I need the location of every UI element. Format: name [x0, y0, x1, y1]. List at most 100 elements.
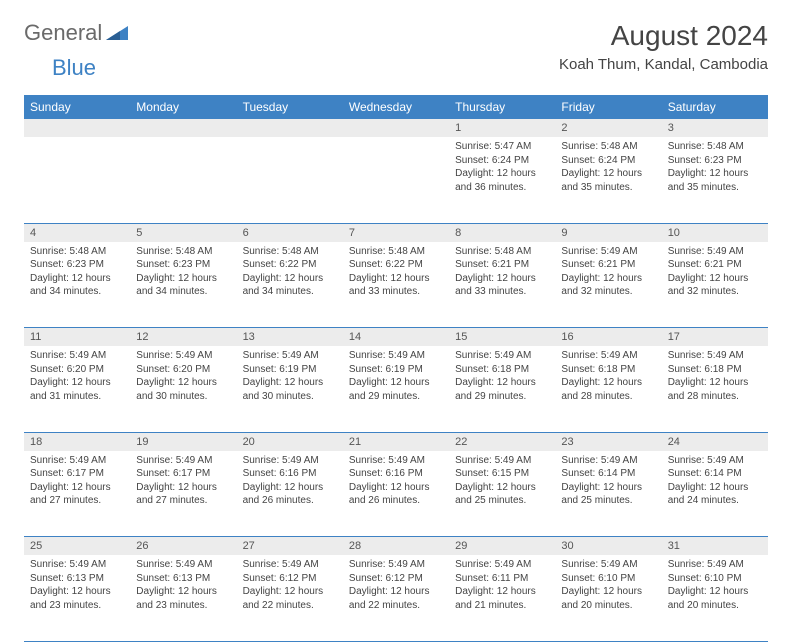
day-details: Sunrise: 5:49 AMSunset: 6:10 PMDaylight:…: [555, 555, 661, 618]
day-cell: Sunrise: 5:49 AMSunset: 6:19 PMDaylight:…: [343, 346, 449, 432]
daynum-cell: 3: [662, 119, 768, 137]
day-cell: Sunrise: 5:49 AMSunset: 6:10 PMDaylight:…: [555, 555, 661, 641]
day-cell: Sunrise: 5:48 AMSunset: 6:22 PMDaylight:…: [343, 242, 449, 328]
daynum-cell: 17: [662, 328, 768, 347]
day-details: Sunrise: 5:49 AMSunset: 6:12 PMDaylight:…: [343, 555, 449, 618]
day-number: 16: [555, 328, 661, 346]
day-cell: Sunrise: 5:49 AMSunset: 6:21 PMDaylight:…: [662, 242, 768, 328]
day-details: Sunrise: 5:49 AMSunset: 6:21 PMDaylight:…: [662, 242, 768, 305]
col-friday: Friday: [555, 95, 661, 119]
col-wednesday: Wednesday: [343, 95, 449, 119]
day-details: Sunrise: 5:49 AMSunset: 6:13 PMDaylight:…: [130, 555, 236, 618]
day-cell: Sunrise: 5:49 AMSunset: 6:16 PMDaylight:…: [343, 451, 449, 537]
daynum-cell: 11: [24, 328, 130, 347]
daynum-cell: [130, 119, 236, 137]
day-number: 9: [555, 224, 661, 242]
day-cell: Sunrise: 5:49 AMSunset: 6:14 PMDaylight:…: [662, 451, 768, 537]
content-row: Sunrise: 5:49 AMSunset: 6:13 PMDaylight:…: [24, 555, 768, 641]
logo-triangle-icon: [106, 22, 128, 45]
day-details: Sunrise: 5:49 AMSunset: 6:20 PMDaylight:…: [130, 346, 236, 409]
logo-text-blue: Blue: [52, 55, 96, 80]
daynum-cell: 14: [343, 328, 449, 347]
day-details: Sunrise: 5:48 AMSunset: 6:24 PMDaylight:…: [555, 137, 661, 200]
daynum-row: 18192021222324: [24, 432, 768, 451]
day-details: Sunrise: 5:49 AMSunset: 6:17 PMDaylight:…: [130, 451, 236, 514]
day-number: 21: [343, 433, 449, 451]
weekday-header-row: Sunday Monday Tuesday Wednesday Thursday…: [24, 95, 768, 119]
day-cell: Sunrise: 5:49 AMSunset: 6:13 PMDaylight:…: [130, 555, 236, 641]
day-cell: Sunrise: 5:49 AMSunset: 6:18 PMDaylight:…: [449, 346, 555, 432]
day-number: 30: [555, 537, 661, 555]
daynum-cell: 9: [555, 223, 661, 242]
day-details: Sunrise: 5:49 AMSunset: 6:19 PMDaylight:…: [343, 346, 449, 409]
day-cell: Sunrise: 5:48 AMSunset: 6:23 PMDaylight:…: [24, 242, 130, 328]
logo: General: [24, 20, 132, 46]
daynum-cell: 21: [343, 432, 449, 451]
daynum-cell: 26: [130, 537, 236, 556]
day-number: 11: [24, 328, 130, 346]
day-cell: [24, 137, 130, 223]
day-number: 17: [662, 328, 768, 346]
day-details: Sunrise: 5:48 AMSunset: 6:22 PMDaylight:…: [237, 242, 343, 305]
daynum-cell: 22: [449, 432, 555, 451]
daynum-row: 45678910: [24, 223, 768, 242]
day-cell: Sunrise: 5:48 AMSunset: 6:23 PMDaylight:…: [130, 242, 236, 328]
daynum-cell: 28: [343, 537, 449, 556]
day-number: 5: [130, 224, 236, 242]
day-number: 28: [343, 537, 449, 555]
daynum-cell: 24: [662, 432, 768, 451]
day-cell: [343, 137, 449, 223]
content-row: Sunrise: 5:48 AMSunset: 6:23 PMDaylight:…: [24, 242, 768, 328]
day-details: Sunrise: 5:47 AMSunset: 6:24 PMDaylight:…: [449, 137, 555, 200]
day-details: Sunrise: 5:49 AMSunset: 6:17 PMDaylight:…: [24, 451, 130, 514]
day-details: Sunrise: 5:49 AMSunset: 6:16 PMDaylight:…: [237, 451, 343, 514]
daynum-cell: 13: [237, 328, 343, 347]
day-number: 24: [662, 433, 768, 451]
day-details: Sunrise: 5:49 AMSunset: 6:16 PMDaylight:…: [343, 451, 449, 514]
daynum-cell: 7: [343, 223, 449, 242]
day-number: 1: [449, 119, 555, 137]
day-number: 15: [449, 328, 555, 346]
day-number: 31: [662, 537, 768, 555]
day-cell: Sunrise: 5:49 AMSunset: 6:18 PMDaylight:…: [662, 346, 768, 432]
content-row: Sunrise: 5:49 AMSunset: 6:20 PMDaylight:…: [24, 346, 768, 432]
day-number: 18: [24, 433, 130, 451]
col-tuesday: Tuesday: [237, 95, 343, 119]
content-row: Sunrise: 5:47 AMSunset: 6:24 PMDaylight:…: [24, 137, 768, 223]
day-number: 26: [130, 537, 236, 555]
day-number: [24, 119, 130, 137]
daynum-cell: 20: [237, 432, 343, 451]
day-cell: Sunrise: 5:49 AMSunset: 6:11 PMDaylight:…: [449, 555, 555, 641]
day-cell: Sunrise: 5:49 AMSunset: 6:18 PMDaylight:…: [555, 346, 661, 432]
month-title: August 2024: [559, 20, 768, 52]
daynum-cell: 10: [662, 223, 768, 242]
daynum-cell: 23: [555, 432, 661, 451]
day-number: 13: [237, 328, 343, 346]
day-cell: Sunrise: 5:49 AMSunset: 6:21 PMDaylight:…: [555, 242, 661, 328]
day-number: [343, 119, 449, 137]
daynum-cell: 16: [555, 328, 661, 347]
daynum-cell: [24, 119, 130, 137]
daynum-cell: 30: [555, 537, 661, 556]
day-cell: Sunrise: 5:49 AMSunset: 6:17 PMDaylight:…: [24, 451, 130, 537]
daynum-cell: 12: [130, 328, 236, 347]
day-cell: Sunrise: 5:49 AMSunset: 6:12 PMDaylight:…: [237, 555, 343, 641]
day-details: Sunrise: 5:49 AMSunset: 6:21 PMDaylight:…: [555, 242, 661, 305]
day-number: 2: [555, 119, 661, 137]
day-number: 6: [237, 224, 343, 242]
daynum-cell: 2: [555, 119, 661, 137]
day-details: Sunrise: 5:49 AMSunset: 6:11 PMDaylight:…: [449, 555, 555, 618]
day-number: [237, 119, 343, 137]
day-cell: Sunrise: 5:49 AMSunset: 6:12 PMDaylight:…: [343, 555, 449, 641]
day-cell: Sunrise: 5:49 AMSunset: 6:20 PMDaylight:…: [24, 346, 130, 432]
day-details: Sunrise: 5:49 AMSunset: 6:18 PMDaylight:…: [449, 346, 555, 409]
day-number: 25: [24, 537, 130, 555]
day-cell: Sunrise: 5:49 AMSunset: 6:13 PMDaylight:…: [24, 555, 130, 641]
day-cell: [130, 137, 236, 223]
day-details: Sunrise: 5:49 AMSunset: 6:12 PMDaylight:…: [237, 555, 343, 618]
day-details: Sunrise: 5:49 AMSunset: 6:15 PMDaylight:…: [449, 451, 555, 514]
content-row: Sunrise: 5:49 AMSunset: 6:17 PMDaylight:…: [24, 451, 768, 537]
day-details: Sunrise: 5:48 AMSunset: 6:23 PMDaylight:…: [662, 137, 768, 200]
day-number: 29: [449, 537, 555, 555]
day-details: Sunrise: 5:48 AMSunset: 6:23 PMDaylight:…: [24, 242, 130, 305]
